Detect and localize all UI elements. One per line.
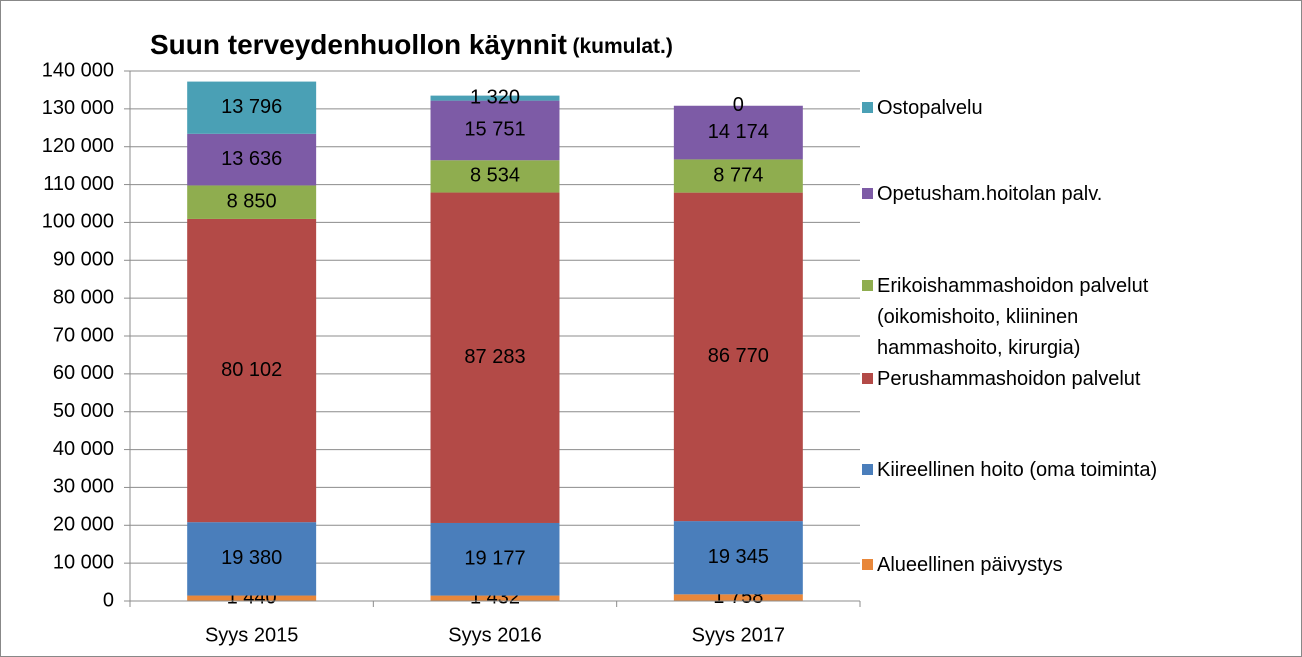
data-label: 87 283 — [464, 346, 525, 368]
x-tick-label: Syys 2017 — [692, 624, 785, 646]
data-label: 19 177 — [464, 548, 525, 570]
bar-segment — [187, 81, 317, 134]
bar-segment — [187, 218, 317, 523]
title-suffix: (kumulat.) — [573, 35, 673, 58]
x-tick-label: Syys 2015 — [205, 624, 298, 646]
bar-segment — [187, 185, 317, 219]
legend-label: Kiireellinen hoito (oma toiminta) — [877, 459, 1158, 481]
y-tick-label: 40 000 — [53, 438, 114, 460]
legend-label: Alueellinen päivystys — [877, 554, 1063, 576]
bar-segment — [673, 192, 803, 522]
bar-segment — [187, 595, 317, 601]
bar-segment — [187, 133, 317, 186]
y-tick-label: 20 000 — [53, 514, 114, 536]
data-label: 13 796 — [221, 96, 282, 118]
chart-title: Suun terveydenhuollon käynnit (kumulat.) — [150, 29, 673, 60]
y-tick-label: 110 000 — [43, 173, 114, 195]
y-tick-label: 100 000 — [42, 211, 114, 233]
legend-swatch — [862, 464, 873, 475]
data-label: 86 770 — [708, 345, 769, 367]
y-tick-label: 10 000 — [53, 551, 114, 573]
legend-label: Ostopalvelu — [877, 97, 983, 119]
bar-segment — [430, 192, 560, 523]
data-label: 1 320 — [470, 86, 520, 108]
x-tick-label: Syys 2016 — [448, 624, 541, 646]
data-label: 19 380 — [221, 547, 282, 569]
bar-segment — [430, 522, 560, 596]
legend-label: Erikoishammashoidon palvelut (oikomishoi… — [877, 275, 1149, 359]
bar-segment — [673, 159, 803, 193]
legend-swatch — [862, 559, 873, 570]
bar-segment — [430, 160, 560, 193]
legend-swatch — [862, 102, 873, 113]
bar-segment — [673, 594, 803, 601]
title-main: Suun terveydenhuollon käynnit — [150, 29, 567, 60]
y-tick-label: 0 — [103, 589, 114, 611]
bar-segment — [430, 100, 560, 161]
legend-label: Opetusham.hoitolan palv. — [877, 183, 1103, 205]
bar-segment — [430, 95, 560, 101]
y-tick-label: 120 000 — [42, 135, 114, 157]
y-tick-label: 80 000 — [53, 286, 114, 308]
y-tick-label: 70 000 — [53, 324, 114, 346]
legend-swatch — [862, 280, 873, 291]
y-tick-label: 90 000 — [53, 249, 114, 271]
data-label: 19 345 — [708, 546, 769, 568]
data-label: 8 534 — [470, 165, 520, 187]
data-label: 80 102 — [221, 359, 282, 381]
data-label: 13 636 — [221, 148, 282, 170]
data-label: 8 774 — [713, 164, 763, 186]
y-tick-label: 130 000 — [42, 97, 114, 119]
legend-label: Perushammashoidon palvelut — [877, 368, 1141, 390]
y-tick-label: 140 000 — [42, 59, 114, 81]
legend-swatch — [862, 373, 873, 384]
bar-segment — [673, 105, 803, 160]
data-label: 15 751 — [464, 119, 525, 141]
data-label: 14 174 — [708, 121, 769, 143]
data-label: 8 850 — [227, 190, 277, 212]
bar-segment — [673, 521, 803, 595]
bar-segment — [187, 522, 317, 596]
y-tick-label: 50 000 — [53, 400, 114, 422]
y-tick-label: 60 000 — [53, 362, 114, 384]
y-tick-label: 30 000 — [53, 476, 114, 498]
data-label: 0 — [733, 94, 744, 116]
legend-swatch — [862, 188, 873, 199]
bar-segment — [430, 595, 560, 601]
